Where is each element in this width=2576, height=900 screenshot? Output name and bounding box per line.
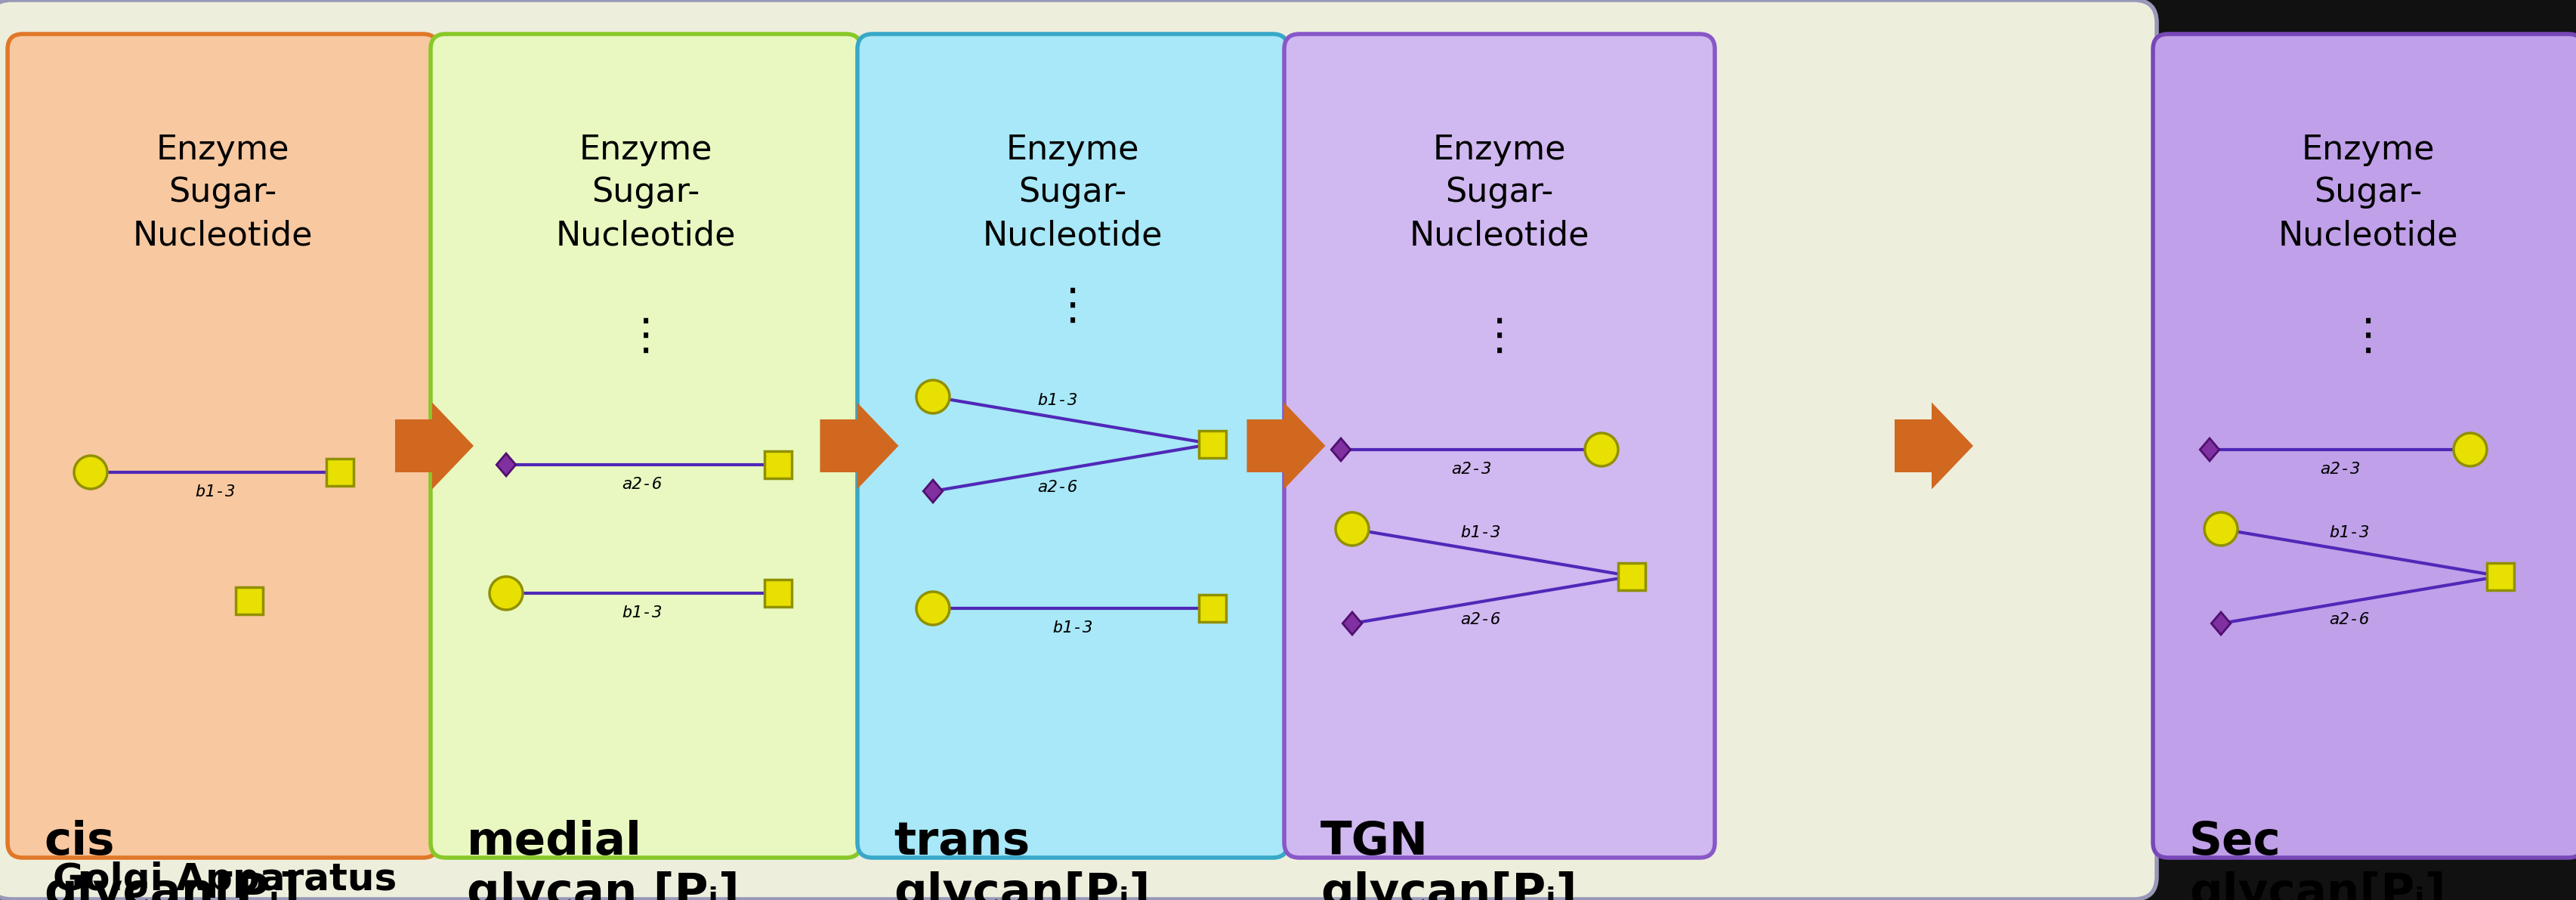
Text: b1-3: b1-3 xyxy=(1461,526,1502,541)
Circle shape xyxy=(917,591,951,625)
Bar xyxy=(234,587,263,615)
Text: medial
glycan [Pᵢ]: medial glycan [Pᵢ] xyxy=(466,820,739,900)
FancyArrow shape xyxy=(1893,402,1973,490)
Text: b1-3: b1-3 xyxy=(196,484,234,500)
Bar xyxy=(1618,562,1646,590)
Text: Golgi Apparatus: Golgi Apparatus xyxy=(54,861,397,897)
Text: Sec
glycan[Pᵢ]: Sec glycan[Pᵢ] xyxy=(2190,820,2445,900)
Bar xyxy=(327,459,353,486)
Text: a2-3: a2-3 xyxy=(1450,462,1492,477)
Bar xyxy=(765,580,791,607)
Text: Enzyme
Sugar-
Nucleotide: Enzyme Sugar- Nucleotide xyxy=(556,134,737,252)
Text: a2-6: a2-6 xyxy=(1461,612,1502,627)
Circle shape xyxy=(489,577,523,610)
Text: ⋮: ⋮ xyxy=(2347,315,2391,358)
Text: a2-6: a2-6 xyxy=(2329,612,2370,627)
Text: ⋮: ⋮ xyxy=(623,315,667,358)
FancyBboxPatch shape xyxy=(8,34,438,858)
Text: Enzyme
Sugar-
Nucleotide: Enzyme Sugar- Nucleotide xyxy=(2277,134,2458,252)
Circle shape xyxy=(1584,433,1618,466)
FancyArrow shape xyxy=(394,402,474,490)
Text: a2-3: a2-3 xyxy=(2321,462,2360,477)
FancyArrow shape xyxy=(819,402,899,490)
Text: ⋮: ⋮ xyxy=(1479,315,1522,358)
Text: a2-6: a2-6 xyxy=(621,477,662,492)
Text: b1-3: b1-3 xyxy=(1038,393,1077,409)
Polygon shape xyxy=(1342,612,1363,634)
Text: Enzyme
Sugar-
Nucleotide: Enzyme Sugar- Nucleotide xyxy=(134,134,312,252)
Circle shape xyxy=(917,380,951,413)
Text: b1-3: b1-3 xyxy=(1054,620,1092,635)
FancyBboxPatch shape xyxy=(1285,34,1716,858)
Text: b1-3: b1-3 xyxy=(2329,526,2370,541)
Polygon shape xyxy=(497,454,515,476)
Text: cis
glycan[Pᵢ]: cis glycan[Pᵢ] xyxy=(44,820,301,900)
FancyArrow shape xyxy=(1247,402,1327,490)
Bar xyxy=(765,451,791,478)
Circle shape xyxy=(1334,512,1368,545)
Circle shape xyxy=(2205,512,2239,545)
Text: ⋮: ⋮ xyxy=(1051,284,1095,328)
Circle shape xyxy=(75,455,108,489)
Polygon shape xyxy=(1332,438,1350,461)
FancyBboxPatch shape xyxy=(858,34,1288,858)
FancyBboxPatch shape xyxy=(430,34,860,858)
Text: a2-6: a2-6 xyxy=(1038,480,1077,495)
FancyBboxPatch shape xyxy=(0,0,2156,899)
Text: TGN
glycan[Pᵢ]: TGN glycan[Pᵢ] xyxy=(1321,820,1577,900)
Circle shape xyxy=(2452,433,2486,466)
FancyBboxPatch shape xyxy=(2154,34,2576,858)
Polygon shape xyxy=(922,480,943,502)
Text: Enzyme
Sugar-
Nucleotide: Enzyme Sugar- Nucleotide xyxy=(1409,134,1589,252)
Polygon shape xyxy=(2210,612,2231,634)
Text: trans
glycan[Pᵢ]: trans glycan[Pᵢ] xyxy=(894,820,1149,900)
Bar xyxy=(1198,430,1226,457)
Bar xyxy=(2486,562,2514,590)
Bar xyxy=(1198,595,1226,622)
Text: b1-3: b1-3 xyxy=(621,606,662,620)
Polygon shape xyxy=(2200,438,2221,461)
Text: Enzyme
Sugar-
Nucleotide: Enzyme Sugar- Nucleotide xyxy=(981,134,1162,252)
